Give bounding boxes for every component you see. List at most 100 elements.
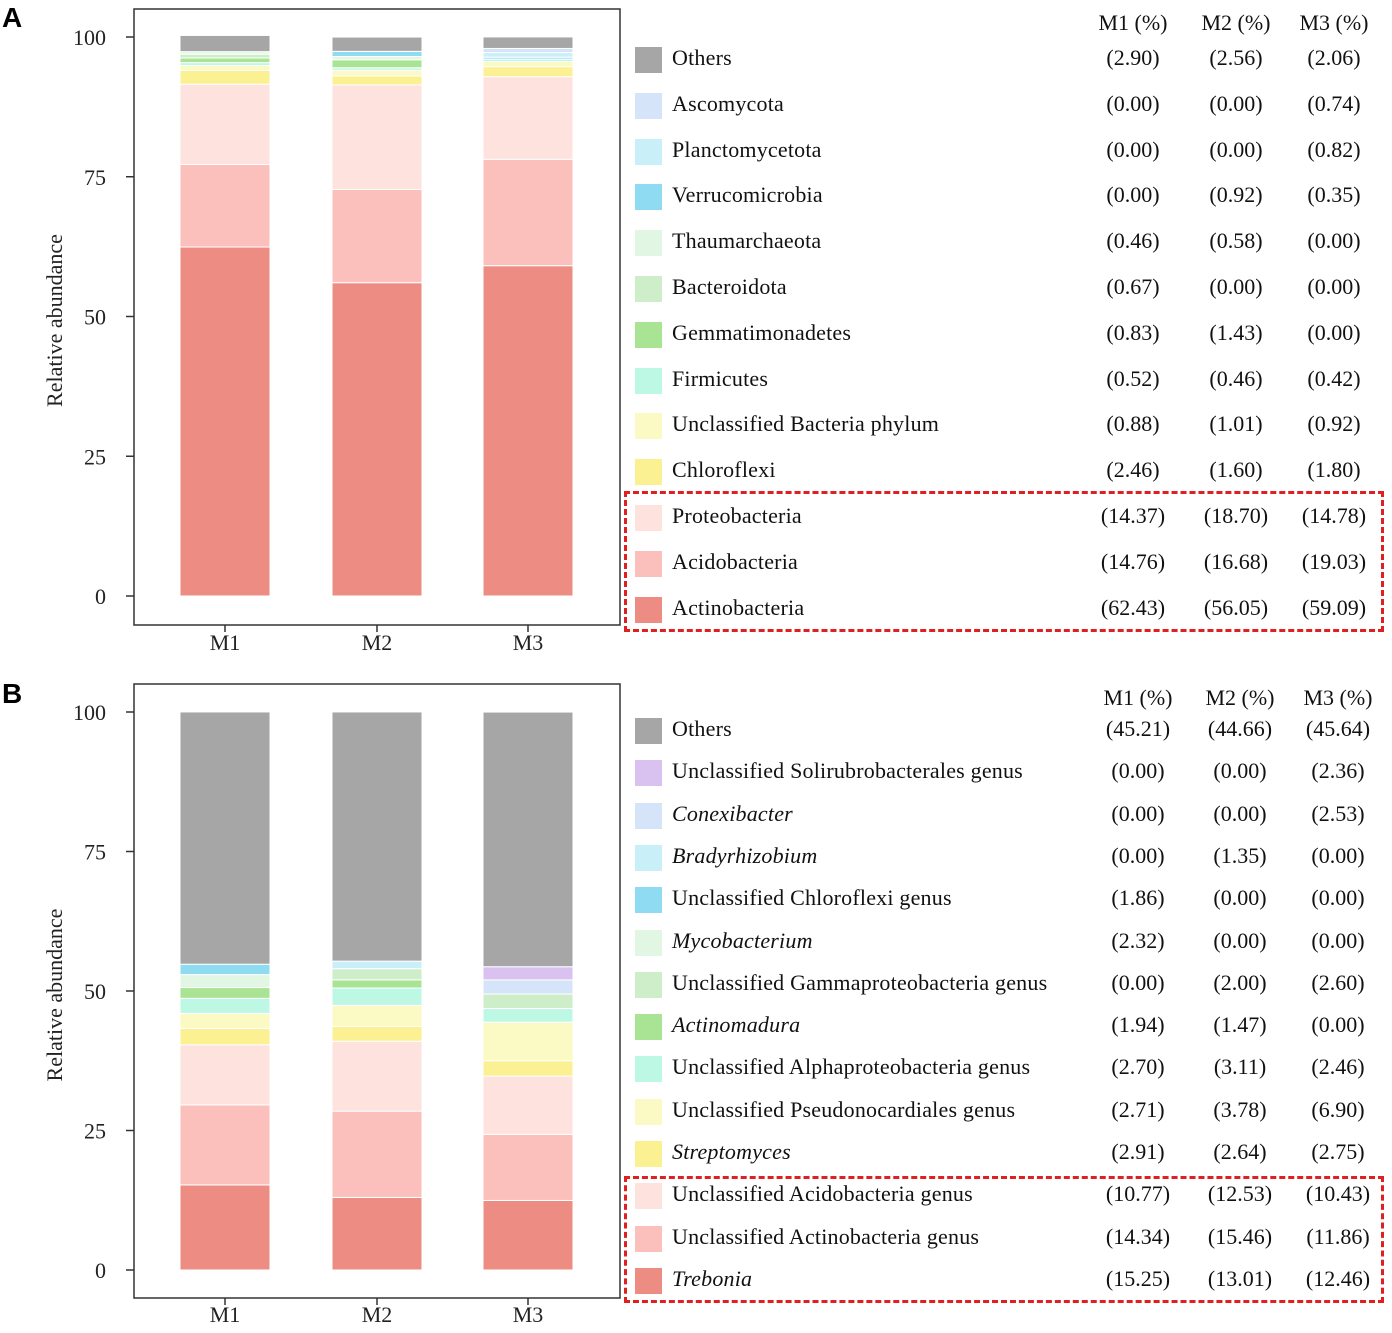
legend-item-bradyrhizobium: Bradyrhizobium (0.00) (1.35) (0.00)	[635, 842, 1385, 875]
legend-swatch	[635, 47, 662, 73]
legend-label: Others	[672, 45, 732, 70]
bar-segment-unclassified-pseudonocardiales-genus-m2	[331, 1004, 423, 1027]
legend-value-m2: (13.01)	[1207, 1265, 1273, 1291]
column-header-2: M2 (%)	[1201, 10, 1271, 35]
legend-item-mycobacterium: Mycobacterium (2.32) (0.00) (0.00)	[635, 927, 1385, 960]
legend-value-m2: (0.00)	[1209, 90, 1263, 116]
legend-value-m1: (62.43)	[1100, 594, 1166, 620]
legend-item-firmicutes: Firmicutes (0.52) (0.46) (0.42)	[635, 365, 1385, 398]
legend-swatch	[635, 1225, 662, 1252]
legend-value-m2: (12.53)	[1207, 1181, 1273, 1207]
bar-segment-streptomyces-m2	[331, 1025, 423, 1042]
bar-segment-streptomyces-m1	[179, 1028, 271, 1046]
legend-swatch	[635, 844, 662, 871]
bar-segment-unclassified-actinobacteria-genus-m1	[179, 1104, 271, 1186]
x-tick-label-m2: M2	[362, 630, 393, 655]
legend-value-m2: (0.00)	[1213, 927, 1267, 953]
legend-item-unclassified-bacteria-phylum: Unclassified Bacteria phylum (0.88) (1.01)…	[635, 411, 1385, 443]
legend-value-m2: (15.46)	[1207, 1223, 1273, 1249]
x-tick-label-m1: M1	[210, 630, 241, 655]
highlight-box-b	[624, 1176, 1384, 1303]
legend-value-m3: (2.46)	[1311, 1054, 1365, 1080]
column-header-2: M2 (%)	[1205, 685, 1275, 710]
legend-value-m3: (10.43)	[1305, 1181, 1371, 1207]
legend-item-unclassified-solirubrobacterales-genus: Unclassified Solirubrobacterales genus (0…	[635, 758, 1385, 790]
bar-segment-unclassified-actinobacteria-genus-m3	[482, 1133, 574, 1201]
y-tick-label: 25	[84, 1119, 106, 1144]
legend-swatch	[635, 138, 662, 165]
legend-value-m1: (45.21)	[1105, 716, 1171, 741]
legend-value-m2: (3.78)	[1213, 1096, 1267, 1122]
y-tick-label: 100	[73, 700, 106, 725]
bar-segment-unclassified-alphaproteobacteria-genus-m3	[482, 1008, 574, 1023]
legend-label: Ascomycota	[672, 90, 784, 116]
bar-segment-unclassified-pseudonocardiales-genus-m3	[482, 1021, 574, 1062]
bar-segment-gemmatimonadetes-m1	[179, 57, 271, 64]
legend-label: Trebonia	[672, 1265, 753, 1291]
legend-value-m2: (1.35)	[1213, 842, 1267, 868]
legend-value-m3: (0.00)	[1307, 319, 1361, 345]
legend-item-acidobacteria: Acidobacteria (14.76) (16.68) (19.03)	[635, 548, 1385, 581]
legend-item-unclassified-pseudonocardiales-genus: Unclassified Pseudonocardiales genus (2.7…	[635, 1096, 1385, 1129]
y-tick-label: 0	[95, 1258, 106, 1283]
bar-segment-bacteroidota-m1	[179, 53, 271, 59]
legend-value-m1: (2.91)	[1111, 1139, 1165, 1164]
legend-swatch	[635, 1014, 662, 1041]
legend-value-m2: (44.66)	[1207, 716, 1273, 741]
legend-value-m3: (0.92)	[1307, 411, 1361, 437]
legend-swatch	[635, 321, 662, 348]
legend-value-m3: (0.82)	[1307, 136, 1361, 162]
legend-label: Thaumarchaeota	[672, 228, 822, 254]
legend-swatch	[635, 1098, 662, 1125]
legend-value-m1: (2.32)	[1111, 927, 1165, 953]
bar-segment-others-m1	[179, 34, 271, 53]
legend-value-m2: (0.58)	[1209, 228, 1263, 254]
legend-value-m3: (2.60)	[1311, 969, 1365, 995]
legend-value-m1: (0.52)	[1106, 365, 1160, 391]
legend-label: Actinomadura	[672, 1012, 801, 1038]
legend-swatch	[635, 230, 662, 257]
legend-label: Mycobacterium	[672, 927, 813, 953]
legend-item-gemmatimonadetes: Gemmatimonadetes (0.83) (1.43) (0.00)	[635, 319, 1385, 352]
bar-segment-acidobacteria-m2	[331, 188, 423, 284]
legend-value-m2: (1.60)	[1209, 457, 1263, 483]
x-tick-label-m2: M2	[362, 1302, 393, 1327]
bar-segment-unclassified-bacteria-phylum-m3	[482, 60, 574, 68]
panel-a: A 0 25 50 75 100 Relative abundance M1 M2 M3 M1 …	[0, 0, 1392, 660]
legend-value-m3: (0.00)	[1307, 274, 1361, 299]
legend-swatch	[635, 184, 662, 211]
bar-segment-conexibacter-m3	[482, 979, 574, 995]
legend-item-bacteroidota: Bacteroidota (0.67) (0.00) (0.00)	[635, 274, 1385, 306]
legend-value-m3: (11.86)	[1306, 1223, 1370, 1249]
legend-value-m1: (0.00)	[1111, 842, 1165, 868]
legend-value-m1: (1.94)	[1111, 1012, 1165, 1038]
legend-value-m3: (59.09)	[1301, 594, 1367, 620]
legend-swatch	[635, 802, 662, 829]
y-tick-label: 25	[84, 444, 106, 469]
column-header-1: M1 (%)	[1103, 685, 1173, 710]
bar-segment-unclassified-alphaproteobacteria-genus-m1	[179, 997, 271, 1014]
legend-value-m3: (0.00)	[1311, 885, 1365, 911]
legend-value-m3: (2.06)	[1307, 45, 1361, 70]
legend-value-m2: (0.00)	[1209, 136, 1263, 162]
legend-item-streptomyces: Streptomyces (2.91) (2.64) (2.75)	[635, 1139, 1385, 1171]
legend-label: Unclassified Chloroflexi genus	[672, 885, 952, 911]
legend-value-m3: (0.35)	[1307, 182, 1361, 208]
legend-value-m3: (2.75)	[1311, 1139, 1365, 1164]
legend-item-verrucomicrobia: Verrucomicrobia (0.00) (0.92) (0.35)	[635, 182, 1385, 214]
panel-letter-b: B	[2, 678, 23, 709]
bar-segment-unclassified-gammaproteobacteria-genus-m3	[482, 993, 574, 1010]
legend-value-m3: (2.53)	[1311, 800, 1365, 826]
bar-segment-trebonia-m3	[482, 1199, 574, 1271]
bar-segment-unclassified-pseudonocardiales-genus-m1	[179, 1012, 271, 1030]
bar-segment-verrucomicrobia-m2	[331, 50, 423, 58]
legend-label: Gemmatimonadetes	[672, 319, 852, 345]
bar-segment-unclassified-bacteria-phylum-m1	[179, 65, 271, 71]
legend-swatch	[635, 413, 662, 440]
bar-segment-actinobacteria-m1	[179, 246, 271, 597]
legend-value-m3: (0.74)	[1307, 90, 1361, 116]
bar-segment-acidobacteria-m1	[179, 164, 271, 248]
legend-value-m1: (0.83)	[1106, 319, 1160, 345]
legend-item-unclassified-actinobacteria-genus: Unclassified Actinobacteria genus (14.34)…	[635, 1223, 1385, 1256]
legend-value-m1: (14.76)	[1100, 548, 1166, 574]
